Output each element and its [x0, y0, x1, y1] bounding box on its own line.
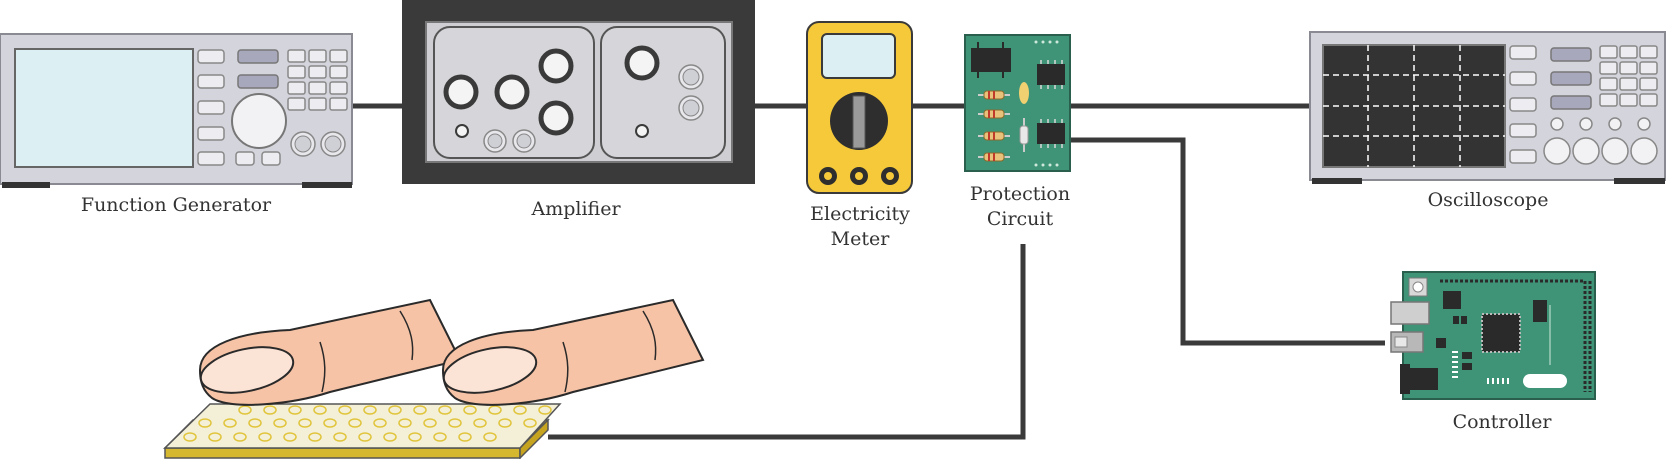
oscilloscope-label: Oscilloscope	[1428, 189, 1549, 211]
touch-pad	[163, 403, 562, 459]
generator-knob	[231, 93, 287, 149]
multimeter-icon	[806, 21, 913, 194]
protection-circuit-label-line2: Circuit	[987, 208, 1054, 230]
wire-protection-controller	[1070, 137, 1385, 346]
circuit-board-icon	[964, 34, 1071, 172]
resistors	[978, 90, 1010, 162]
amplifier-label: Amplifier	[530, 198, 621, 220]
electricity-meter-label-line1: Electricity	[810, 203, 910, 225]
amplifier-icon	[402, 0, 755, 184]
electricity-meter-label-line2: Meter	[831, 228, 891, 250]
fingers-touching-pad-icon	[163, 298, 705, 459]
function-generator-icon	[0, 33, 353, 188]
meter-display	[821, 33, 896, 79]
wire-pad-protection	[548, 244, 1026, 440]
finger-left	[198, 298, 462, 406]
wires	[352, 103, 1385, 440]
protection-circuit-label-line1: Protection	[970, 183, 1070, 205]
function-generator-label: Function Generator	[81, 194, 272, 216]
controller-label: Controller	[1453, 411, 1553, 433]
generator-screen	[14, 48, 194, 168]
finger-right	[441, 298, 705, 406]
microcontroller-board-icon	[1390, 271, 1596, 400]
oscilloscope-icon	[1309, 31, 1666, 184]
